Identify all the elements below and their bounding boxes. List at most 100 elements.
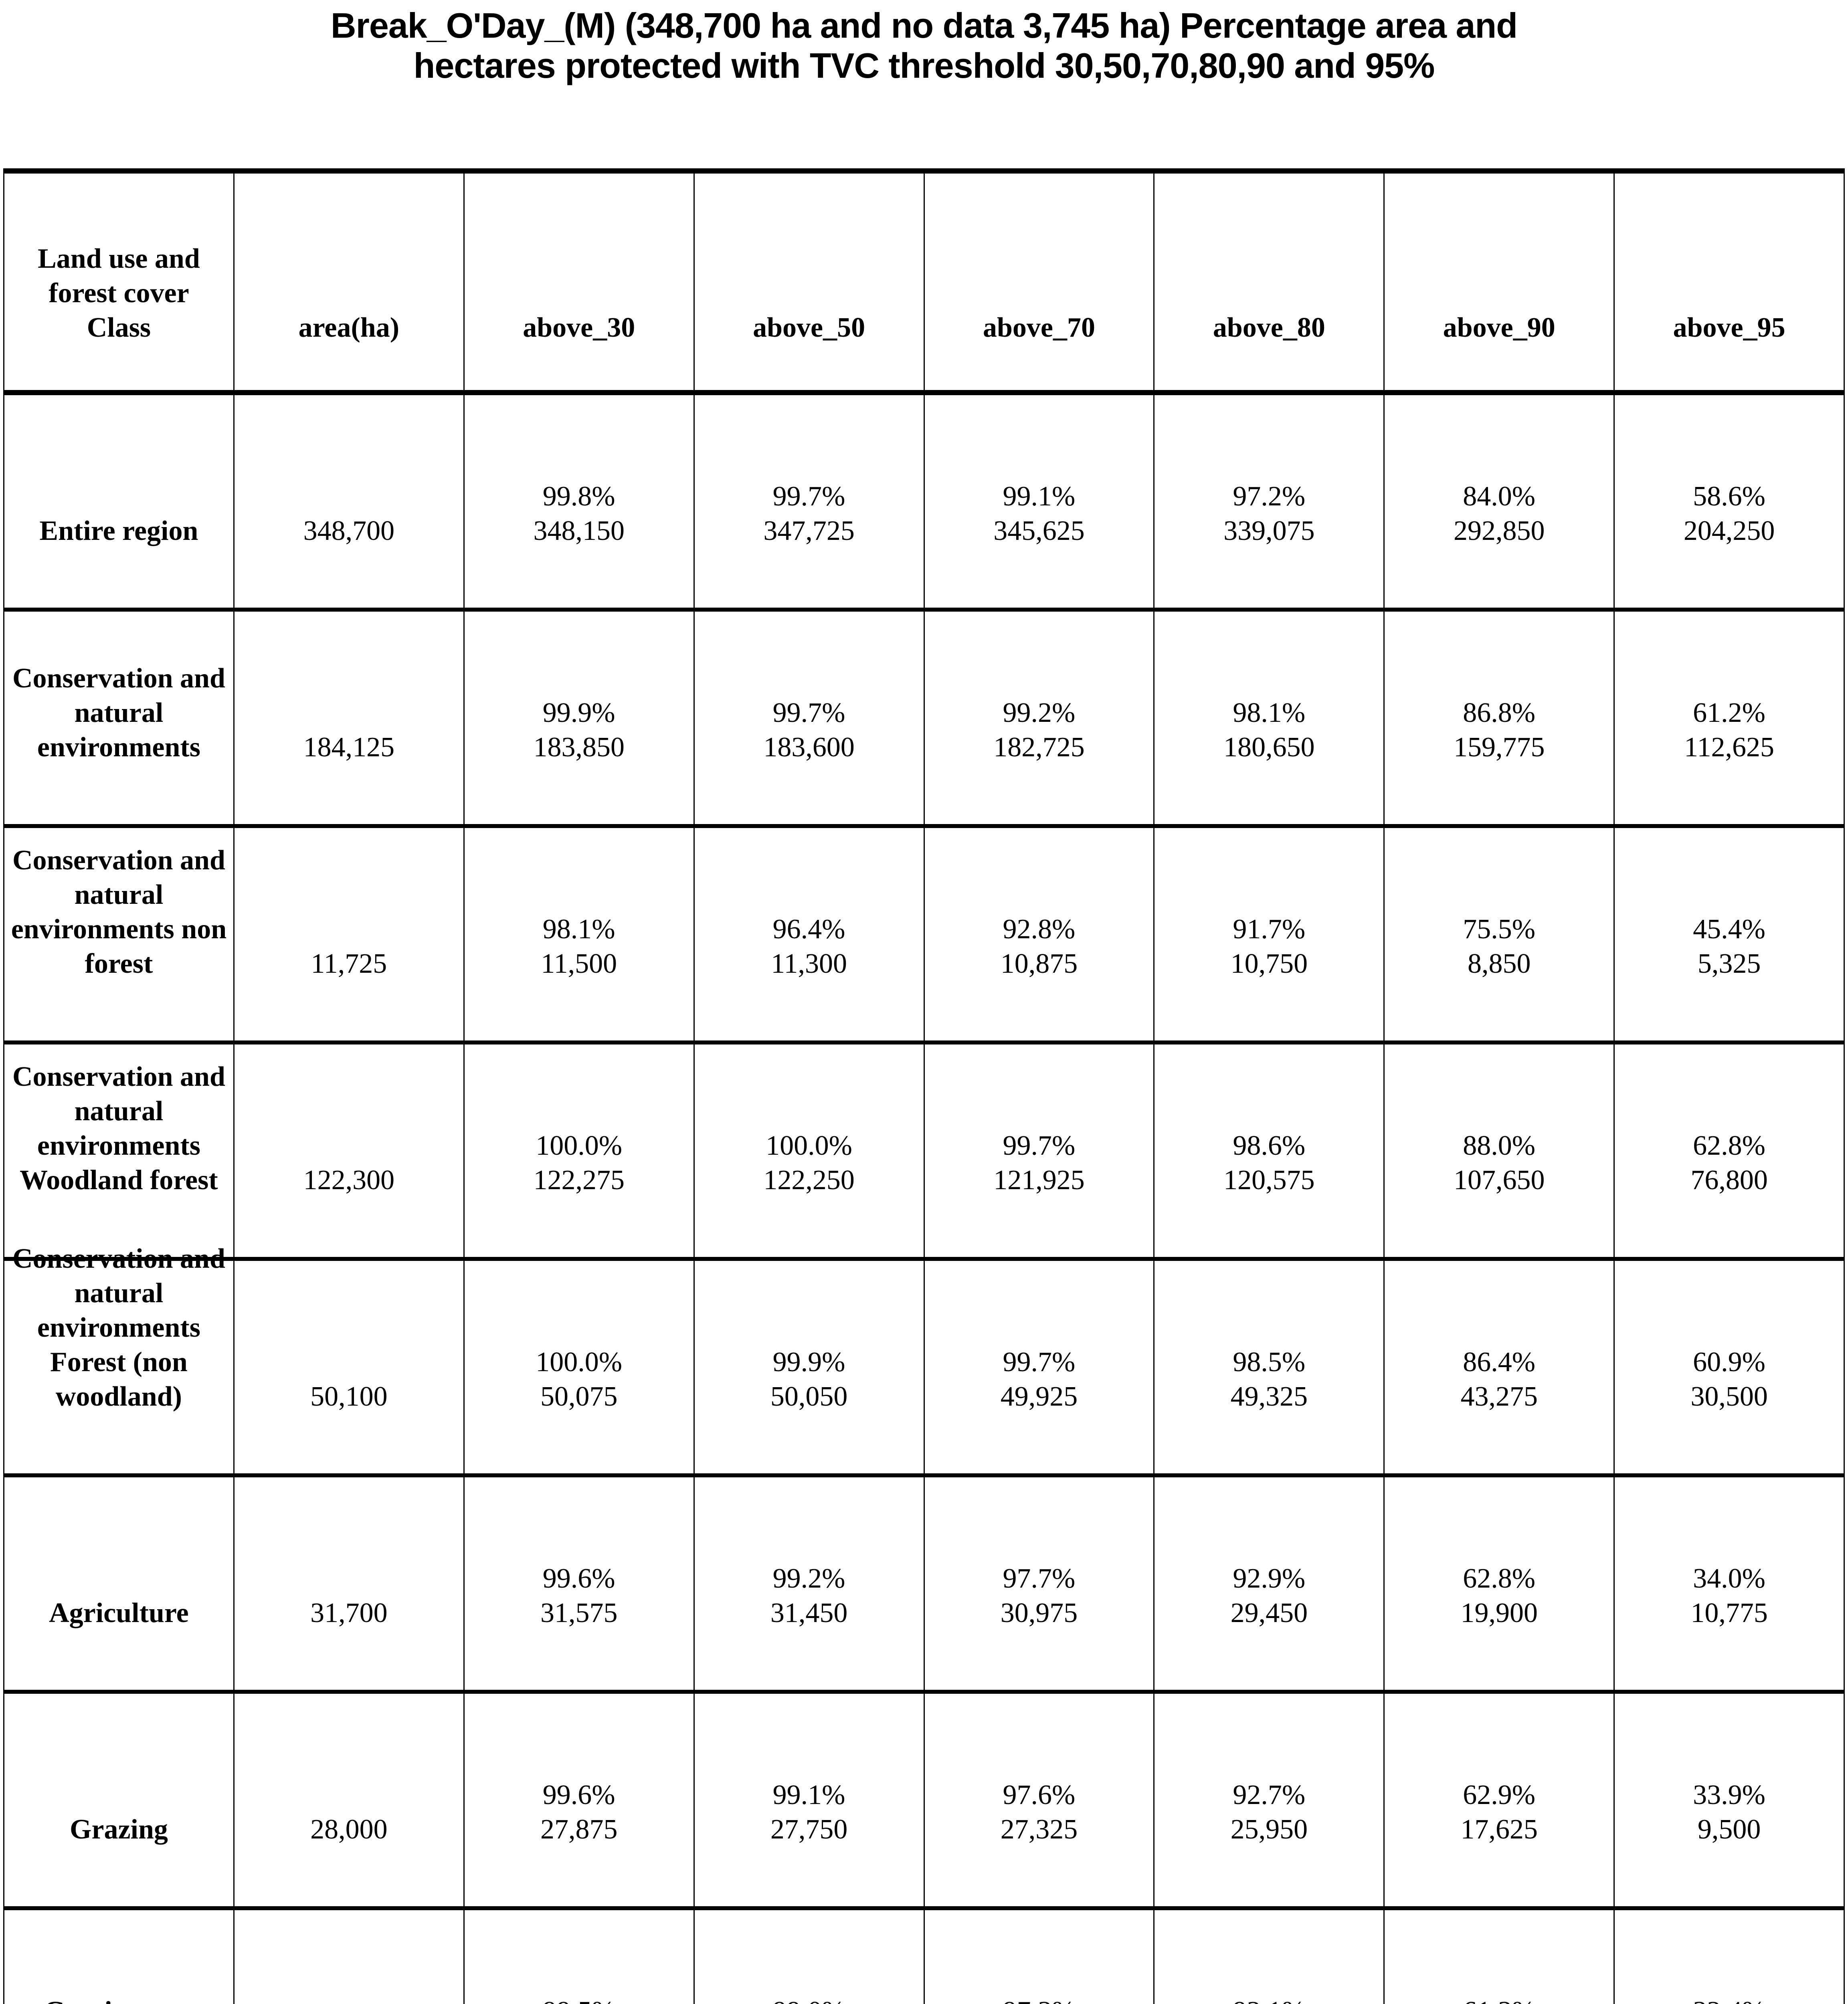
hectares-value: 347,725 <box>763 515 855 546</box>
threshold-cell: 86.4% 43,275 <box>1383 1259 1615 1477</box>
percent-value: 99.7% <box>772 697 845 728</box>
threshold-cell: 58.6% 204,250 <box>1613 392 1845 612</box>
threshold-cell: 97.7% 30,975 <box>923 1475 1155 1694</box>
percent-value: 99.2% <box>1003 697 1076 728</box>
threshold-cell: 98.5% 49,325 <box>1153 1259 1385 1477</box>
percent-value: 99.6% <box>542 1563 615 1594</box>
table-row: Agriculture 31,700 99.6% 31,575 99.2% 31,450 9… <box>3 1475 1845 1694</box>
header-above-80: above_80 <box>1153 168 1385 395</box>
threshold-cell: 99.6% 27,875 <box>463 1692 695 1910</box>
hectares-value: 345,625 <box>993 515 1085 546</box>
percent-value: 84.0% <box>1463 481 1536 512</box>
table-row: Conservation and natural environments Fo… <box>3 1243 1845 1477</box>
percent-value: 58.6% <box>1693 481 1765 512</box>
percent-value: 100.0% <box>536 1130 623 1161</box>
row-label: Conservation and natural environments <box>12 663 225 763</box>
header-above-50: above_50 <box>693 168 925 395</box>
table-row: Entire region 348,700 99.8% 348,150 99.7% 347… <box>3 392 1845 612</box>
threshold-cell: 62.8% 19,900 <box>1383 1475 1615 1694</box>
percent-value: 60.9% <box>1693 1347 1765 1378</box>
threshold-cell: 91.7% 10,750 <box>1153 826 1385 1044</box>
threshold-cell: 98.1% 180,650 <box>1153 610 1385 828</box>
threshold-cell: 99.9% 183,850 <box>463 610 695 828</box>
hectares-value: 348,150 <box>533 515 625 546</box>
area-ha-value: 348,700 <box>303 515 395 546</box>
percent-value: 98.1% <box>542 914 615 945</box>
hectares-value: 183,850 <box>533 732 625 763</box>
row-label: Entire region <box>39 515 198 546</box>
percent-value: 92.9% <box>1233 1563 1306 1594</box>
row-label: Conservation and natural environments no… <box>11 845 227 979</box>
hectares-value: 76,800 <box>1690 1165 1768 1196</box>
threshold-cell: 92.7% 25,950 <box>1153 1692 1385 1910</box>
hectares-value: 50,075 <box>540 1381 618 1412</box>
threshold-cell: 45.4% 5,325 <box>1613 826 1845 1044</box>
area-ha-value: 122,300 <box>303 1165 395 1196</box>
hectares-value: 11,500 <box>541 948 617 979</box>
table-row: Conservation and natural environments Wo… <box>3 1042 1845 1261</box>
percent-value: 62.9% <box>1463 1780 1536 1810</box>
row-label-cell: Conservation and natural environments Wo… <box>3 1042 235 1261</box>
percent-value: 32.4% <box>1693 1994 1765 2004</box>
threshold-cell: 99.7% 49,925 <box>923 1259 1155 1477</box>
percent-value: 92.1% <box>1233 1994 1305 2004</box>
row-label: Conservation and natural environments Wo… <box>12 1061 225 1196</box>
percent-value: 99.5% <box>543 1994 615 2004</box>
area-ha-cell: 348,700 <box>233 392 465 612</box>
hectares-value: 8,850 <box>1467 948 1531 979</box>
percent-value: 97.7% <box>1003 1563 1076 1594</box>
threshold-cell: 62.9% 17,625 <box>1383 1692 1615 1910</box>
hectares-value: 339,075 <box>1223 515 1315 546</box>
threshold-cell: 99.0%25,125 <box>693 1908 925 2004</box>
percent-value: 99.8% <box>542 481 615 512</box>
hectares-value: 31,575 <box>540 1598 618 1628</box>
header-above-70: above_70 <box>923 168 1155 395</box>
header-area-ha: area(ha) <box>233 168 465 395</box>
area-ha-cell: 25,375 <box>233 1908 465 2004</box>
hectares-value: 19,900 <box>1460 1598 1538 1628</box>
row-label-cell: Conservation and natural environments Fo… <box>3 1243 235 1477</box>
threshold-cell: 99.6% 31,575 <box>463 1475 695 1694</box>
threshold-cell: 60.9% 30,500 <box>1613 1259 1845 1477</box>
hectares-value: 112,625 <box>1684 732 1775 763</box>
hectares-value: 10,750 <box>1230 948 1308 979</box>
percent-value: 88.0% <box>1463 1130 1536 1161</box>
hectares-value: 49,325 <box>1230 1381 1308 1412</box>
percent-value: 97.2% <box>1233 481 1306 512</box>
area-ha-cell: 28,000 <box>233 1692 465 1910</box>
threshold-cell: 99.7% 183,600 <box>693 610 925 828</box>
threshold-cell: 99.1% 345,625 <box>923 392 1155 612</box>
row-label-cell: Conservation and natural environments no… <box>3 826 235 1044</box>
area-ha-value: 31,700 <box>310 1598 388 1628</box>
percent-value: 99.1% <box>1003 481 1076 512</box>
threshold-cell: 92.8% 10,875 <box>923 826 1155 1044</box>
percent-value: 99.7% <box>1003 1347 1076 1378</box>
threshold-cell: 97.3%24,700 <box>923 1908 1155 2004</box>
threshold-cell: 97.6% 27,325 <box>923 1692 1155 1910</box>
hectares-value: 43,275 <box>1460 1381 1538 1412</box>
threshold-cell: 34.0% 10,775 <box>1613 1475 1845 1694</box>
threshold-cell: 62.8% 76,800 <box>1613 1042 1845 1261</box>
threshold-cell: 99.2% 31,450 <box>693 1475 925 1694</box>
hectares-value: 292,850 <box>1453 515 1545 546</box>
hectares-value: 27,875 <box>540 1814 618 1845</box>
area-ha-value: 184,125 <box>303 732 395 763</box>
percent-value: 61.3% <box>1463 1994 1535 2004</box>
percent-value: 100.0% <box>766 1130 852 1161</box>
percent-value: 86.4% <box>1463 1347 1536 1378</box>
percent-value: 86.8% <box>1463 697 1536 728</box>
percent-value: 97.3% <box>1003 1994 1076 2004</box>
hectares-value: 25,950 <box>1230 1814 1308 1845</box>
percent-value: 100.0% <box>536 1347 623 1378</box>
hectares-value: 49,925 <box>1000 1381 1078 1412</box>
threshold-cell: 100.0% 122,275 <box>463 1042 695 1261</box>
row-label-cell: Entire region <box>3 392 235 612</box>
percent-value: 92.8% <box>1003 914 1076 945</box>
percent-value: 98.5% <box>1233 1347 1306 1378</box>
percent-value: 91.7% <box>1233 914 1306 945</box>
threshold-cell: 84.0% 292,850 <box>1383 392 1615 612</box>
threshold-cell: 61.2% 112,625 <box>1613 610 1845 828</box>
threshold-cell: 99.2% 182,725 <box>923 610 1155 828</box>
row-label: Grazing <box>69 1814 168 1845</box>
header-land-use-class: Land use and forest cover Class <box>3 168 235 395</box>
